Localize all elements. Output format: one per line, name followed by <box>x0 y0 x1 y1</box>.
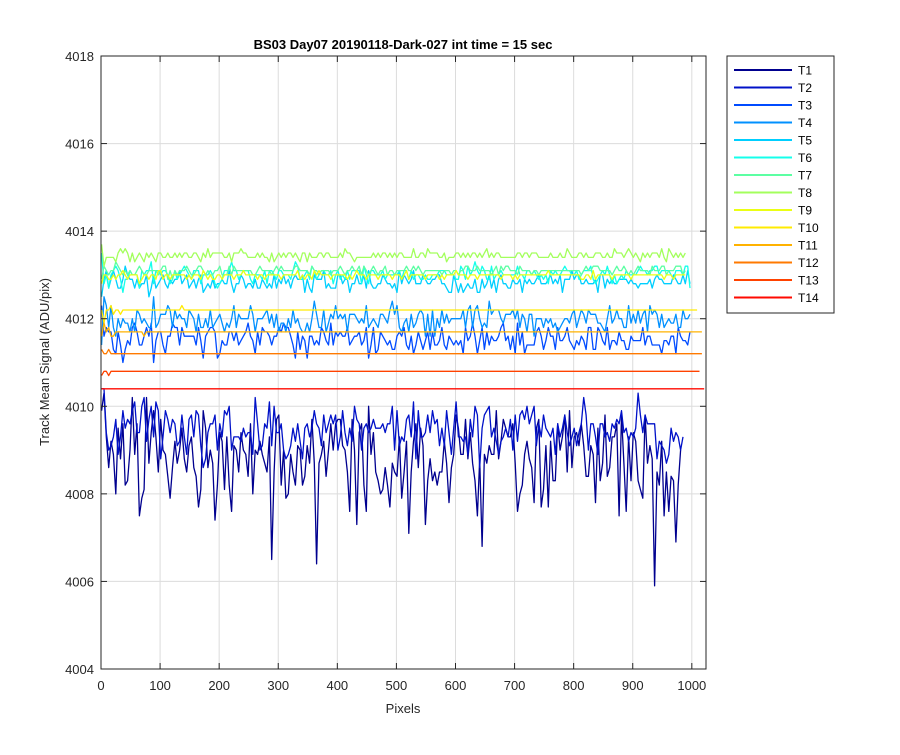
x-tick-label: 900 <box>622 678 644 693</box>
legend: T1 T2 T3 T4 T5 T6 T7 T8 T9 T10 T11 T12 T13 T14 <box>726 55 835 314</box>
legend-item: T1 <box>734 64 812 78</box>
legend-items: T1 T2 T3 T4 T5 T6 T7 T8 T9 T10 T11 T12 T13 T14 <box>734 64 819 305</box>
y-tick-label: 4018 <box>65 49 94 64</box>
x-tick-label: 0 <box>97 678 104 693</box>
axis-ticks: 0 100 200 300 400 500 600 700 800 900 1000 4004 4006… <box>65 49 706 693</box>
chart-title: BS03 Day07 20190118-Dark-027 int time = … <box>254 37 553 52</box>
x-tick-label: 400 <box>326 678 348 693</box>
x-tick-label: 600 <box>445 678 467 693</box>
legend-item: T6 <box>734 151 812 165</box>
y-tick-label: 4016 <box>65 137 94 152</box>
legend-item: T9 <box>734 204 812 218</box>
grid <box>101 56 706 669</box>
x-tick-label: 700 <box>504 678 526 693</box>
legend-item: T4 <box>734 116 812 130</box>
y-tick-label: 4010 <box>65 399 94 414</box>
plot-frame <box>100 55 707 670</box>
legend-label: T4 <box>798 116 812 130</box>
y-tick-label: 4004 <box>65 662 94 677</box>
legend-label: T3 <box>798 99 812 113</box>
legend-item: T5 <box>734 134 812 148</box>
y-tick-label: 4008 <box>65 487 94 502</box>
y-tick-label: 4014 <box>65 224 94 239</box>
legend-label: T14 <box>798 291 819 305</box>
legend-label: T11 <box>798 239 818 253</box>
series-line-t2 <box>101 388 684 469</box>
series-lines <box>100 244 705 587</box>
legend-box <box>726 55 835 314</box>
legend-label: T8 <box>798 186 812 200</box>
x-axis-label: Pixels <box>386 701 421 716</box>
x-tick-label: 300 <box>267 678 289 693</box>
x-tick-label: 100 <box>149 678 171 693</box>
legend-item: T8 <box>734 186 812 200</box>
legend-item: T14 <box>734 291 819 305</box>
series-line-t10 <box>100 304 698 324</box>
x-tick-label: 1000 <box>677 678 706 693</box>
legend-item: T10 <box>734 221 819 235</box>
x-tick-label: 200 <box>208 678 230 693</box>
legend-item: T7 <box>734 169 812 183</box>
x-tick-label: 800 <box>563 678 585 693</box>
legend-item: T2 <box>734 81 812 95</box>
legend-item: T12 <box>734 256 819 270</box>
y-tick-label: 4012 <box>65 312 94 327</box>
legend-label: T6 <box>798 151 812 165</box>
series-line-t13 <box>101 370 700 377</box>
series-line-t3 <box>100 305 691 364</box>
y-tick-label: 4006 <box>65 574 94 589</box>
legend-label: T12 <box>798 256 819 270</box>
legend-item: T3 <box>734 99 812 113</box>
legend-label: T10 <box>798 221 819 235</box>
series-line-t9 <box>100 269 686 285</box>
series-line-t1 <box>100 392 682 587</box>
legend-label: T13 <box>798 274 819 288</box>
legend-label: T7 <box>798 169 812 183</box>
legend-label: T9 <box>798 204 812 218</box>
series-line-t11 <box>100 322 702 337</box>
plot-area <box>101 56 706 669</box>
series-line-t12 <box>101 348 702 355</box>
x-tick-label: 500 <box>386 678 408 693</box>
series-line-t8 <box>100 244 686 267</box>
legend-label: T1 <box>798 64 812 78</box>
legend-label: T5 <box>798 134 812 148</box>
y-axis-label: Track Mean Signal (ADU/pix) <box>37 278 52 446</box>
legend-item: T11 <box>734 239 818 253</box>
series-line-t7 <box>100 261 686 280</box>
legend-item: T13 <box>734 274 819 288</box>
legend-label: T2 <box>798 81 812 95</box>
